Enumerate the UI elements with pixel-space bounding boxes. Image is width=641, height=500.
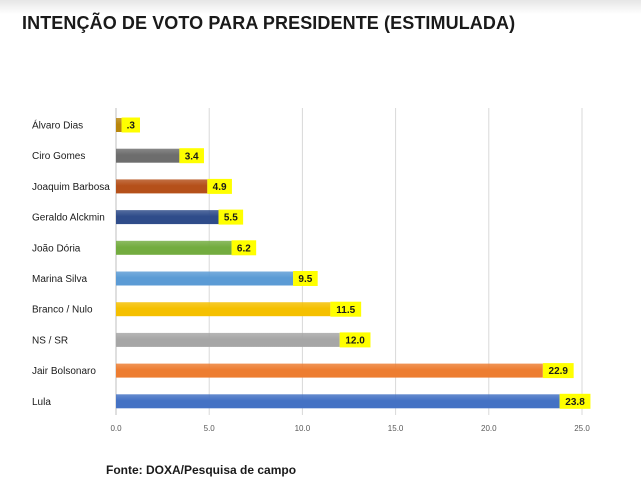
top-shade bbox=[0, 0, 641, 14]
x-tick-label: 25.0 bbox=[574, 424, 590, 433]
value-label: 5.5 bbox=[224, 213, 238, 224]
value-label-box bbox=[559, 393, 591, 409]
category-label: Ciro Gomes bbox=[32, 151, 85, 162]
value-label: 22.9 bbox=[549, 366, 569, 377]
value-label-box bbox=[121, 117, 140, 133]
bar bbox=[116, 240, 232, 255]
value-label: 9.5 bbox=[298, 274, 312, 285]
bar bbox=[116, 363, 543, 378]
bar bbox=[116, 179, 208, 194]
x-tick-label: 10.0 bbox=[295, 424, 311, 433]
value-label-box bbox=[218, 209, 244, 225]
category-label: Joaquim Barbosa bbox=[32, 182, 110, 193]
bar bbox=[116, 148, 180, 163]
value-label-box bbox=[542, 363, 574, 379]
category-label: Branco / Nulo bbox=[32, 305, 93, 316]
chart-title: INTENÇÃO DE VOTO PARA PRESIDENTE (ESTIMU… bbox=[22, 13, 516, 33]
category-label: Marina Silva bbox=[32, 274, 87, 285]
category-label: Jair Bolsonaro bbox=[32, 366, 96, 377]
value-label-box bbox=[179, 148, 204, 164]
bar bbox=[116, 118, 122, 132]
x-tick-label: 20.0 bbox=[481, 424, 497, 433]
value-label: 11.5 bbox=[336, 305, 355, 316]
category-label: Geraldo Alckmin bbox=[32, 213, 105, 224]
value-label-box bbox=[339, 332, 371, 348]
value-label: 4.9 bbox=[213, 182, 227, 193]
bar bbox=[116, 332, 340, 347]
bar bbox=[116, 271, 294, 286]
category-label: Álvaro Dias bbox=[32, 119, 83, 132]
value-label-box bbox=[330, 301, 362, 317]
x-tick-label: 15.0 bbox=[388, 424, 404, 433]
category-label: Lula bbox=[32, 397, 51, 408]
value-label: 23.8 bbox=[565, 397, 585, 408]
value-label-box bbox=[231, 240, 257, 256]
x-tick-label: 5.0 bbox=[204, 424, 216, 433]
value-label: .3 bbox=[127, 121, 136, 132]
value-label: 6.2 bbox=[237, 243, 251, 254]
value-label: 12.0 bbox=[345, 336, 365, 347]
category-label: NS / SR bbox=[32, 335, 68, 346]
value-label-box bbox=[293, 271, 318, 286]
value-label-box bbox=[207, 178, 232, 194]
value-label: 3.4 bbox=[185, 151, 199, 162]
x-tick-label: 0.0 bbox=[110, 424, 122, 433]
bar bbox=[116, 394, 560, 409]
source-note: Fonte: DOXA/Pesquisa de campo bbox=[106, 463, 297, 477]
bar bbox=[116, 302, 331, 317]
category-label: João Dória bbox=[32, 243, 81, 254]
bar bbox=[116, 210, 219, 225]
